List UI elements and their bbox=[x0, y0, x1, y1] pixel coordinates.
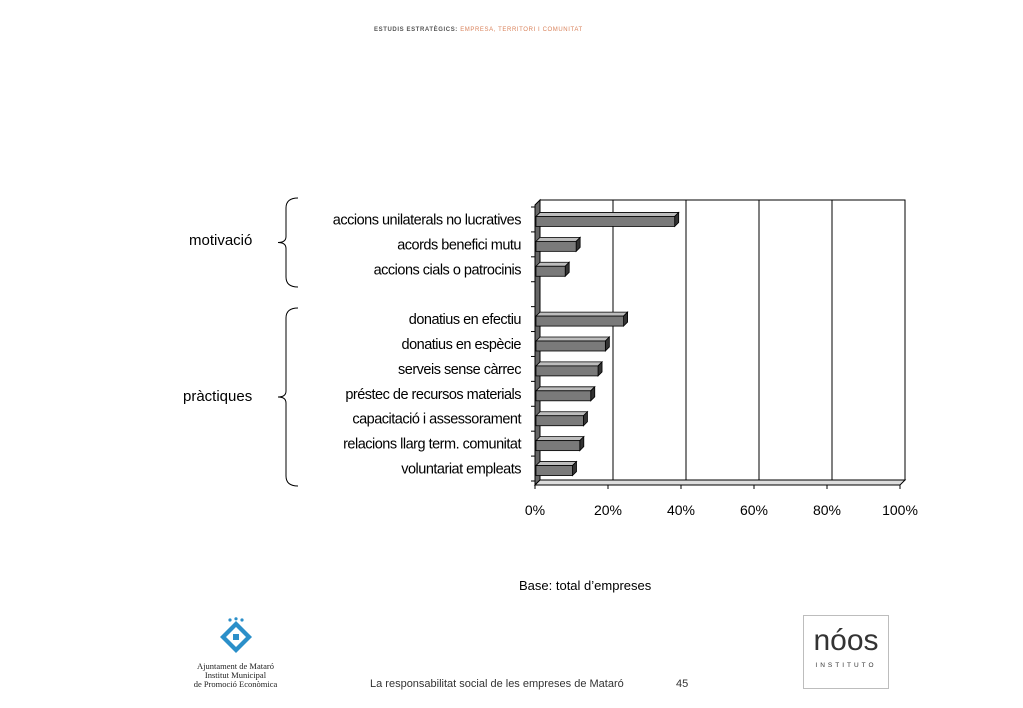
bar bbox=[535, 390, 592, 402]
header-part2: EMPRESA, TERRITORI I COMUNITAT bbox=[460, 27, 583, 33]
ajuntament-line-1: Ajuntament de Mataró bbox=[197, 661, 274, 671]
axis-floor bbox=[533, 479, 907, 486]
bar-top bbox=[535, 386, 596, 392]
x-tick-label: 20% bbox=[594, 502, 622, 518]
bar bbox=[535, 415, 584, 427]
bar-top bbox=[535, 261, 571, 267]
brace-practiques bbox=[277, 307, 299, 487]
category-label: donatius en efectiu bbox=[409, 312, 522, 328]
noos-logo-text: nóos bbox=[813, 624, 879, 657]
category-label: serveis sense càrrec bbox=[398, 362, 521, 378]
bar bbox=[535, 315, 624, 327]
x-tick-label: 0% bbox=[525, 502, 545, 518]
bar bbox=[535, 440, 581, 452]
noos-logo-subtext: INSTITUTO bbox=[815, 662, 877, 669]
group-label-motivacio: motivació bbox=[189, 232, 253, 249]
category-label: accions cials o patrocinis bbox=[374, 262, 522, 278]
x-tick-label: 80% bbox=[813, 502, 841, 518]
brace-motivacio bbox=[277, 197, 299, 288]
bar-top bbox=[535, 311, 629, 317]
noos-logo: nóos INSTITUTO bbox=[803, 615, 889, 689]
bar-top bbox=[535, 461, 578, 466]
x-tick-label: 40% bbox=[667, 502, 695, 518]
header-part1: ESTUDIS ESTRATÈGICS: bbox=[374, 27, 458, 33]
ajuntament-emblem-icon bbox=[219, 617, 252, 653]
bar bbox=[535, 465, 573, 476]
bar bbox=[535, 216, 676, 227]
category-label: voluntariat empleats bbox=[401, 462, 521, 478]
bar-top bbox=[535, 411, 589, 417]
group-label-practiques: pràctiques bbox=[183, 388, 253, 405]
page-header: ESTUDIS ESTRATÈGICS: EMPRESA, TERRITORI … bbox=[374, 27, 583, 33]
bar bbox=[535, 265, 566, 277]
category-label: donatius en espècie bbox=[402, 337, 522, 353]
ajuntament-line-2: Institut Municipal bbox=[204, 670, 267, 680]
footer-title: La responsabilitat social de les emprese… bbox=[370, 678, 624, 690]
category-label: relacions llarg term. comunitat bbox=[343, 437, 521, 453]
category-label: accions unilaterals no lucratives bbox=[333, 212, 521, 228]
bar bbox=[535, 240, 577, 252]
ajuntament-logo: Ajuntament de Mataró Institut Municipal … bbox=[178, 617, 293, 689]
bar bbox=[535, 365, 599, 377]
bar-top bbox=[535, 361, 604, 367]
bar bbox=[535, 340, 606, 352]
bar-top bbox=[535, 212, 680, 217]
bar-top bbox=[535, 436, 585, 442]
x-tick-label: 60% bbox=[740, 502, 768, 518]
category-label: acords benefici mutu bbox=[397, 237, 521, 253]
bar-top bbox=[535, 236, 582, 242]
bar-top bbox=[535, 336, 611, 342]
category-label: préstec de recursos materials bbox=[345, 387, 521, 403]
category-label: capacitació i assessorament bbox=[352, 412, 521, 428]
base-note: Base: total d’empreses bbox=[519, 578, 652, 593]
x-tick-label: 100% bbox=[882, 502, 918, 518]
ajuntament-line-3: de Promoció Econòmica bbox=[193, 679, 278, 689]
page-number: 45 bbox=[676, 678, 689, 690]
